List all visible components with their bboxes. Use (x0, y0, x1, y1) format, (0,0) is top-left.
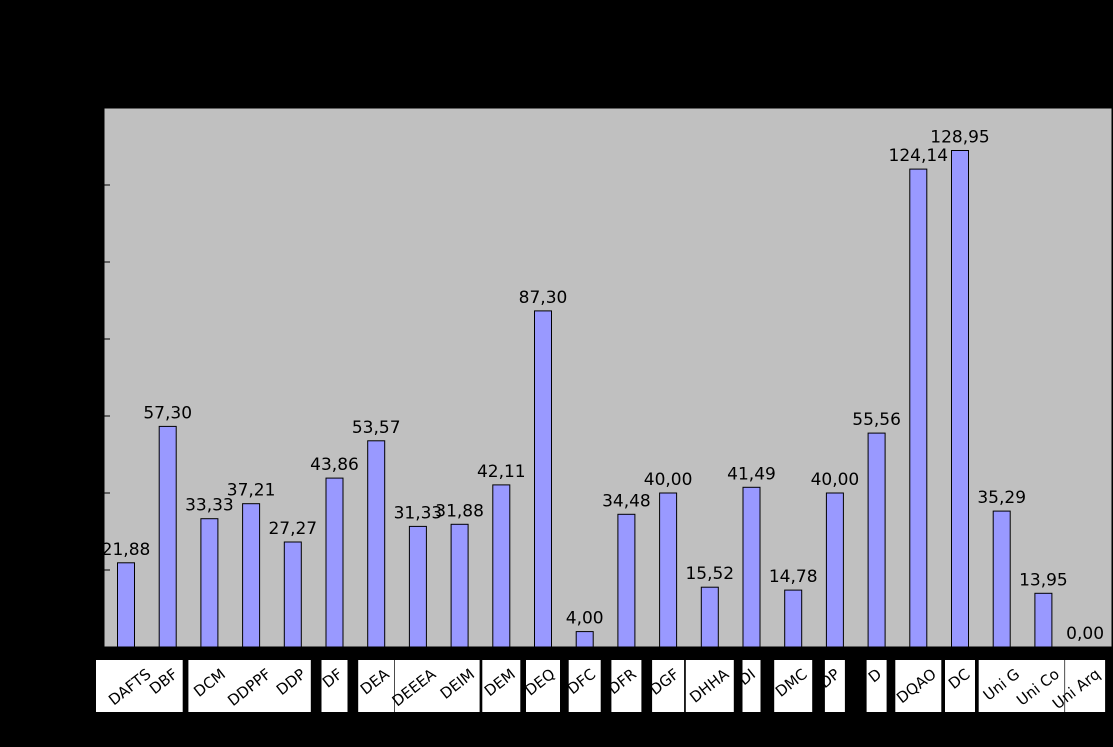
x-tick-label-background (394, 660, 441, 712)
x-tick-label-background (652, 660, 685, 712)
bar-d (867, 432, 886, 648)
data-label: 40,00 (644, 470, 693, 490)
x-tick-label-background (526, 660, 560, 712)
data-label: 43,86 (310, 455, 359, 475)
x-tick-label-group: DI (735, 660, 761, 712)
data-label: 41,49 (727, 464, 776, 484)
data-label: 33,33 (185, 496, 234, 516)
bar-deq (534, 310, 552, 648)
x-tick-label-group: DEM (481, 660, 521, 712)
data-label: 27,27 (268, 519, 317, 539)
x-tick-label-group: DGF (646, 660, 685, 712)
x-tick-label-background (321, 660, 348, 712)
x-tick-label-background (866, 660, 887, 712)
bar-dbf (158, 425, 177, 648)
x-tick-label-background (274, 660, 311, 712)
x-tick-label-group: DC (945, 660, 975, 712)
x-tick-label-group: D (865, 660, 887, 712)
x-tick-label-background (611, 660, 642, 712)
data-label: 57,30 (143, 403, 192, 423)
bar-dp (825, 492, 844, 648)
x-tick-label-background (226, 660, 277, 712)
bar-ddppf (242, 503, 261, 648)
x-tick-label-background (895, 660, 942, 712)
x-tick-label-group: DFC (564, 660, 601, 712)
data-label: 124,14 (889, 146, 948, 166)
x-tick-label-background (774, 660, 813, 712)
bar-dhha (700, 586, 719, 648)
bar-dfr (617, 513, 636, 648)
bar-dc (951, 150, 969, 648)
data-label: 40,00 (811, 470, 860, 490)
bar-dgf (659, 492, 678, 648)
x-tick-label-group: DMC (772, 660, 813, 712)
data-label: 87,30 (519, 288, 568, 308)
data-label: 34,48 (602, 491, 651, 511)
data-label: 14,78 (769, 567, 818, 587)
bar-deeea (408, 525, 427, 648)
data-label: 0,00 (1066, 624, 1104, 644)
bar-dcm (200, 518, 219, 648)
x-tick-label-group: DAFTS (96, 660, 156, 712)
data-label: 31,33 (394, 503, 443, 523)
x-tick-label-background (358, 660, 395, 712)
x-tick-label-background (742, 660, 761, 712)
x-tick-label-group: DDP (273, 660, 311, 712)
bar-deim (450, 523, 469, 648)
x-tick-label-group: DEA (357, 660, 395, 712)
bar-dem (492, 484, 511, 648)
x-tick-label-background (1065, 660, 1106, 712)
bar-uni-g (992, 510, 1011, 648)
x-tick-label-background (188, 660, 231, 712)
x-tick-label-group: DEIM (437, 660, 480, 712)
gridlines (104, 184, 110, 571)
x-tick-label-background (685, 660, 734, 712)
plot-area (103, 107, 1113, 648)
x-tick-label-background (96, 660, 156, 712)
bar-dafts (117, 562, 135, 648)
bar-dqao (909, 168, 928, 648)
x-tick-label-background (945, 660, 975, 712)
x-tick-label-group: DDPPF (224, 660, 277, 712)
x-tick-label-group: DQAO (893, 660, 942, 712)
data-label: 35,29 (977, 488, 1026, 508)
data-label: 4,00 (566, 609, 604, 629)
data-label: 53,57 (352, 418, 401, 438)
bar-df (325, 477, 344, 648)
x-tick-label-background (482, 660, 521, 712)
data-label: 13,95 (1019, 570, 1068, 590)
data-label: 128,95 (930, 128, 989, 148)
bar-dea (367, 440, 386, 648)
x-tick-label-background (824, 660, 845, 712)
bar-ddp (283, 541, 302, 648)
data-label: 31,88 (435, 501, 484, 521)
data-label: 21,88 (102, 540, 151, 560)
x-tick-label-background (1022, 660, 1065, 712)
x-tick-label-group: DHHA (685, 660, 734, 712)
data-label: 42,11 (477, 462, 526, 482)
x-tick-label-background (152, 660, 183, 712)
x-tick-label-background (568, 660, 601, 712)
bar-uni-co (1034, 592, 1053, 648)
bar-dmc (784, 589, 803, 648)
x-tick-label-background (978, 660, 1025, 712)
x-tick-label-group: DEQ (521, 660, 560, 712)
data-label: 55,56 (852, 410, 901, 430)
x-tick-label-background (439, 660, 480, 712)
bar-dfc (575, 631, 594, 648)
data-label: 37,21 (227, 481, 276, 501)
bars (117, 150, 1053, 648)
data-label: 15,52 (685, 564, 734, 584)
x-tick-label-group: DCM (188, 660, 231, 712)
x-tick-label-group: DF (319, 660, 348, 712)
x-tick-label-group: Uni G (978, 660, 1025, 712)
bar-di (742, 486, 761, 648)
x-tick-label-group: DEEEA (389, 660, 441, 712)
